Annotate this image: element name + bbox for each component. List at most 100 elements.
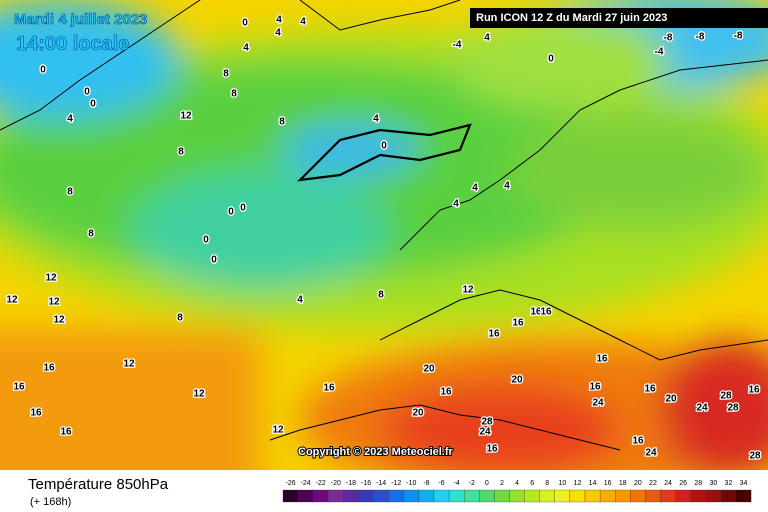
legend-tick-label: 28 <box>694 480 702 487</box>
isotherm-label: 4 <box>373 114 379 125</box>
legend-swatch <box>539 489 555 503</box>
isotherm-label: 24 <box>479 427 491 438</box>
isotherm-label: 4 <box>484 33 490 44</box>
isotherm-label: 12 <box>53 315 65 326</box>
footer-title: Température 850hPa <box>28 476 169 493</box>
isotherm-label: 4 <box>297 295 303 306</box>
legend-swatch <box>373 489 389 503</box>
legend-tick-label: 16 <box>604 480 612 487</box>
isotherm-label: 8 <box>67 187 73 198</box>
isotherm-label: 16 <box>323 383 335 394</box>
isotherm-label: 0 <box>381 141 387 152</box>
isotherm-label: 4 <box>453 199 459 210</box>
legend-tick-label: 20 <box>634 480 642 487</box>
legend-tick-label: 26 <box>679 480 687 487</box>
isotherm-label: 20 <box>423 364 435 375</box>
legend-swatch <box>554 489 571 503</box>
isotherm-label: 12 <box>462 285 474 296</box>
isotherm-label: 20 <box>412 408 424 419</box>
isotherm-label: 0 <box>90 99 96 110</box>
isotherm-label: 16 <box>644 384 656 395</box>
legend-tick-label: 12 <box>574 480 582 487</box>
run-box <box>470 8 768 28</box>
isotherm-label: 16 <box>13 382 25 393</box>
legend-swatch <box>630 489 646 503</box>
isotherm-label: -8 <box>696 32 705 43</box>
isotherm-label: 28 <box>481 417 493 428</box>
legend-swatch <box>584 489 601 503</box>
isotherm-label: 4 <box>67 114 73 125</box>
isotherm-label: 0 <box>228 207 234 218</box>
isotherm-label: 16 <box>748 385 760 396</box>
legend-tick-label: -12 <box>391 480 401 487</box>
isotherm-label: 0 <box>84 87 90 98</box>
legend-tick-label: 6 <box>530 480 534 487</box>
isotherm-label: 12 <box>272 425 284 436</box>
isotherm-label: 4 <box>276 15 282 26</box>
isotherm-label: 12 <box>6 295 18 306</box>
legend-swatch <box>494 489 510 503</box>
isotherm-label: 16 <box>589 382 601 393</box>
legend-tick-label: 32 <box>725 480 733 487</box>
isotherm-label: 20 <box>665 394 677 405</box>
legend-tick-label: -18 <box>346 480 356 487</box>
legend-tick-label: -20 <box>331 480 341 487</box>
time: 14:00 locale <box>16 33 129 55</box>
isotherm-label: -4 <box>655 47 664 58</box>
isotherm-label: 4 <box>504 181 510 192</box>
legend-tick-label: -14 <box>376 480 386 487</box>
legend-swatch <box>690 489 706 503</box>
isotherm-label: 4 <box>300 17 306 28</box>
legend-tick-label: -16 <box>361 480 371 487</box>
isotherm-label: 24 <box>645 448 657 459</box>
isotherm-label: 0 <box>40 65 46 76</box>
legend-swatch <box>358 489 374 503</box>
legend-swatch <box>569 489 586 503</box>
isotherm-label: -8 <box>734 31 743 42</box>
isotherm-label: 16 <box>512 318 524 329</box>
isotherm-label: -4 <box>453 40 462 51</box>
legend-swatch <box>509 489 525 503</box>
legend-tick-label: 34 <box>740 480 748 487</box>
legend-swatch <box>433 489 450 503</box>
isotherm-label: 16 <box>596 354 608 365</box>
legend-swatch <box>343 489 359 503</box>
legend-swatch <box>660 489 676 503</box>
legend-tick-label: -22 <box>316 480 326 487</box>
legend-tick-label: -6 <box>438 480 444 487</box>
legend-swatch <box>313 489 329 503</box>
run-info: Run ICON 12 Z du Mardi 27 juin 2023 <box>476 12 667 24</box>
isotherm-label: 8 <box>279 117 285 128</box>
legend-swatch <box>388 489 404 503</box>
legend-swatch <box>599 489 616 503</box>
isotherm-label: 16 <box>540 307 552 318</box>
legend-tick-label: -8 <box>423 480 429 487</box>
isotherm-label: 0 <box>242 18 248 29</box>
isotherm-label: 0 <box>240 203 246 214</box>
isotherm-label: 12 <box>123 359 135 370</box>
isotherm-label: 8 <box>88 229 94 240</box>
legend-tick-label: 0 <box>485 480 489 487</box>
legend-tick-label: -26 <box>285 480 295 487</box>
isotherm-label: 12 <box>180 111 192 122</box>
legend-swatch <box>675 489 691 503</box>
copyright: Copyright © 2023 Meteociel.fr <box>298 446 454 458</box>
legend-swatch <box>479 489 495 503</box>
legend-swatch <box>282 489 299 503</box>
legend-swatch <box>403 489 420 503</box>
isotherm-label: 16 <box>488 329 500 340</box>
isotherm-label: 8 <box>177 313 183 324</box>
isotherm-label: 0 <box>203 235 209 246</box>
isotherm-label: 8 <box>223 69 229 80</box>
isotherm-label: 12 <box>193 389 205 400</box>
legend-tick-label: 22 <box>649 480 657 487</box>
legend-tick-label: 24 <box>664 480 672 487</box>
legend-swatch <box>418 489 435 503</box>
isotherm-label: 16 <box>440 387 452 398</box>
legend-swatch <box>615 489 631 503</box>
legend-tick-label: -2 <box>469 480 475 487</box>
isotherm-label: 16 <box>632 436 644 447</box>
